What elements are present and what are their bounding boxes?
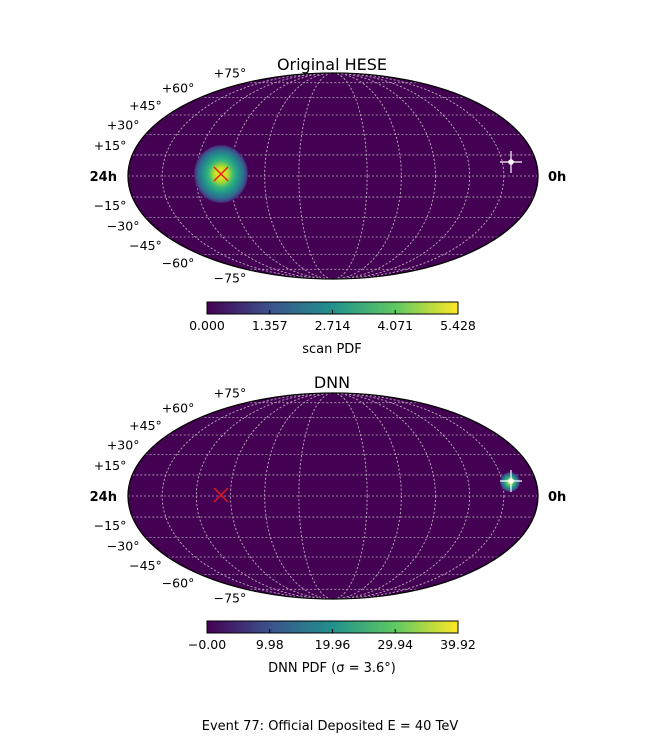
map-border xyxy=(127,392,539,600)
dec-label: +45° xyxy=(129,98,162,113)
dec-label: −45° xyxy=(129,558,162,573)
dec-label: +30° xyxy=(107,117,140,132)
colorbar-tick-label: 4.071 xyxy=(377,318,413,333)
dec-labels: +75° +60°+45° +30° +15° −15° −30° −45°−60° −75° xyxy=(94,66,247,286)
dec-label: +60° xyxy=(162,80,195,95)
ra-label-left: 24h xyxy=(90,170,117,185)
dec-label: −75° xyxy=(214,270,247,285)
grid-meridian xyxy=(298,73,368,279)
colorbar-tick-label: 2.714 xyxy=(315,318,351,333)
grid-meridian xyxy=(230,393,436,599)
dec-label: −75° xyxy=(214,590,247,605)
dec-label: −15° xyxy=(94,518,127,533)
grid-meridian xyxy=(298,393,368,599)
dec-label: −15° xyxy=(94,198,127,213)
dec-label: +15° xyxy=(94,458,127,473)
dec-label: −45° xyxy=(129,238,162,253)
grid xyxy=(128,73,538,279)
dec-label: +15° xyxy=(94,138,127,153)
dec-label: +75° xyxy=(214,66,247,81)
dec-label: +45° xyxy=(129,418,162,433)
grid-meridian xyxy=(264,393,402,599)
colorbar-tick-label: 1.357 xyxy=(252,318,288,333)
colorbar-tick-label: 39.92 xyxy=(440,637,476,652)
dec-label: −60° xyxy=(162,256,195,271)
grid-meridian xyxy=(161,393,505,599)
red-marker xyxy=(213,487,229,503)
panel-original-hese: Original HESE 24h 0h +75° +60°+45° +30° +15… xyxy=(90,55,567,357)
map-border xyxy=(127,72,539,280)
dec-label: −30° xyxy=(107,219,140,234)
red-marker xyxy=(213,166,229,182)
ra-label-left: 24h xyxy=(90,490,117,505)
dec-labels: +75° +60°+45° +30° +15° −15° −30° −45°−60° −75° xyxy=(94,386,247,606)
colorbar-ticks: 0.000 1.357 2.714 4.071 5.428 xyxy=(189,310,476,333)
grid-meridian xyxy=(230,73,436,279)
grid-meridian xyxy=(161,73,505,279)
ra-label-right: 0h xyxy=(548,490,566,505)
chart-title: DNN xyxy=(314,373,350,392)
white-marker xyxy=(500,151,522,173)
dec-label: −60° xyxy=(162,576,195,591)
chart-title: Original HESE xyxy=(277,55,387,74)
figure-caption: Event 77: Official Deposited E = 40 TeV xyxy=(202,719,459,734)
colorbar-label: DNN PDF (σ = 3.6°) xyxy=(268,661,396,676)
colorbar-tick-label: 29.94 xyxy=(377,637,413,652)
colorbar-tick-label: −0.00 xyxy=(188,637,226,652)
ra-label-right: 0h xyxy=(548,170,566,185)
dec-label: +60° xyxy=(162,400,195,415)
colorbar-tick-label: 0.000 xyxy=(189,318,225,333)
colorbar-tick-label: 9.98 xyxy=(256,637,284,652)
colorbar-tick-label: 19.96 xyxy=(315,637,351,652)
colorbar-ticks: −0.00 9.98 19.96 29.94 39.92 xyxy=(188,629,476,652)
panel-dnn: DNN 24h 0h +75° +60°+45° +30° +15° −15° −30° −… xyxy=(90,373,567,676)
dec-label: +30° xyxy=(107,437,140,452)
white-marker xyxy=(500,470,522,492)
grid-meridian xyxy=(195,393,471,599)
colorbar-label: scan PDF xyxy=(302,342,362,357)
grid-meridian xyxy=(264,73,402,279)
dec-label: +75° xyxy=(214,386,247,401)
grid xyxy=(128,393,538,599)
colorbar-tick-label: 5.428 xyxy=(440,318,476,333)
grid-meridian xyxy=(195,73,471,279)
dec-label: −30° xyxy=(107,539,140,554)
